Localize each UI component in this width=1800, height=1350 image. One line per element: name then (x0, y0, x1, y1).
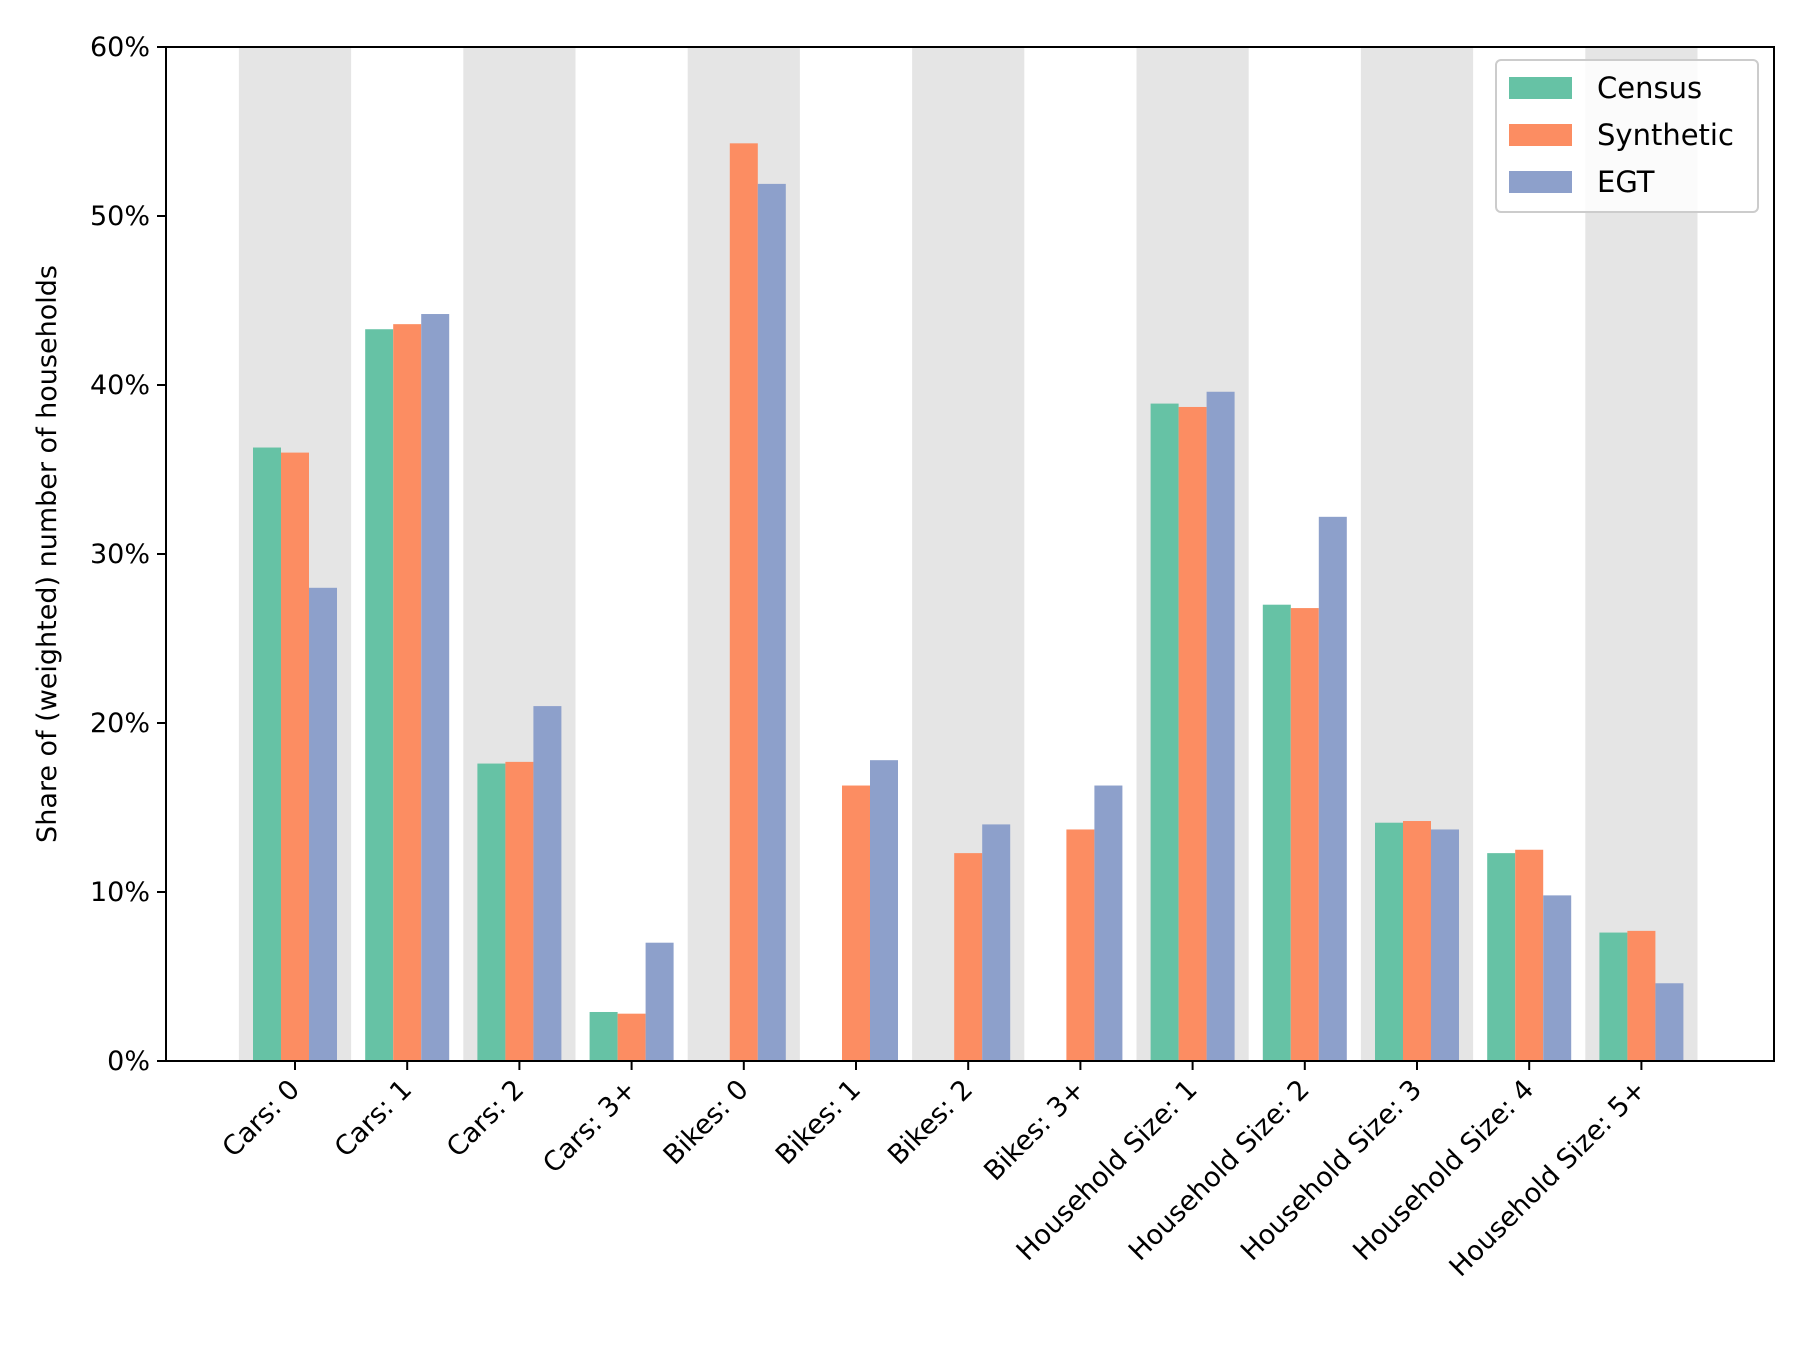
bar-synthetic (1403, 821, 1431, 1061)
y-tick-label: 40% (90, 370, 150, 401)
legend-swatch-synthetic (1509, 124, 1572, 146)
bar-census (253, 447, 281, 1061)
bar-synthetic (505, 761, 534, 1061)
bar-synthetic (1627, 930, 1656, 1061)
category-band (1585, 47, 1698, 1061)
bar-egt (1543, 895, 1572, 1061)
y-tick-label: 20% (90, 708, 150, 739)
x-tick-label: Household Size: 5+ (1443, 1074, 1652, 1283)
x-tick-label: Cars: 3+ (537, 1074, 642, 1179)
bar-synthetic (1290, 608, 1319, 1061)
bar-synthetic (1515, 849, 1544, 1061)
x-tick-label: Cars: 2 (441, 1074, 530, 1163)
bar-egt (982, 824, 1011, 1061)
bar-egt (1318, 516, 1347, 1061)
bar-egt (1431, 829, 1459, 1061)
bar-synthetic (842, 785, 870, 1061)
y-tick-label: 10% (90, 877, 150, 908)
bar-census (1375, 822, 1403, 1061)
bar-census (1599, 932, 1628, 1061)
bar-egt (533, 706, 562, 1061)
bar-egt (645, 942, 674, 1061)
bar-egt (1655, 983, 1684, 1061)
bar-synthetic (954, 853, 983, 1061)
y-tick-label: 30% (90, 539, 150, 570)
y-axis-title: Share of (weighted) number of households (32, 265, 63, 843)
x-tick-label: Bikes: 3+ (978, 1074, 1091, 1187)
x-axis: Cars: 0 Cars: 1 Cars: 2 Cars: 3+ Bikes: 0 Bik… (217, 1061, 1652, 1283)
x-tick-label: Bikes: 2 (882, 1074, 979, 1171)
bar-synthetic (1066, 829, 1095, 1061)
bar-census (1262, 604, 1291, 1061)
bar-egt (1206, 391, 1235, 1061)
bar-synthetic (281, 452, 309, 1062)
bar-census (365, 329, 394, 1062)
bar-egt (757, 183, 786, 1061)
legend-label-census: Census (1597, 71, 1702, 105)
bar-census (477, 763, 506, 1061)
legend-label-synthetic: Synthetic (1597, 118, 1734, 152)
y-axis: 0% 10% 20% 30% 40% 50% 60% (90, 32, 166, 1077)
x-tick-label: Bikes: 1 (770, 1074, 867, 1171)
bar-egt (870, 760, 898, 1061)
bar-census (1150, 403, 1179, 1062)
legend-swatch-egt (1509, 171, 1572, 193)
bars (253, 143, 1684, 1062)
x-tick-label: Bikes: 0 (658, 1074, 755, 1171)
y-tick-label: 50% (90, 201, 150, 232)
bar-census (589, 1011, 618, 1061)
bar-synthetic (729, 143, 758, 1061)
y-tick-label: 0% (107, 1046, 150, 1077)
legend-swatch-census (1509, 77, 1572, 99)
bar-synthetic (393, 324, 422, 1061)
bar-census (1487, 853, 1516, 1061)
bar-synthetic (617, 1013, 646, 1061)
y-tick-label: 60% (90, 32, 150, 63)
x-tick-label: Cars: 1 (329, 1074, 418, 1163)
bar-egt (1094, 785, 1123, 1061)
legend-label-egt: EGT (1597, 165, 1655, 199)
bar-egt (421, 314, 450, 1061)
x-tick-label: Cars: 0 (217, 1074, 306, 1163)
legend: Census Synthetic EGT (1495, 59, 1759, 213)
bar-synthetic (1178, 406, 1207, 1062)
bar-egt (309, 587, 337, 1061)
